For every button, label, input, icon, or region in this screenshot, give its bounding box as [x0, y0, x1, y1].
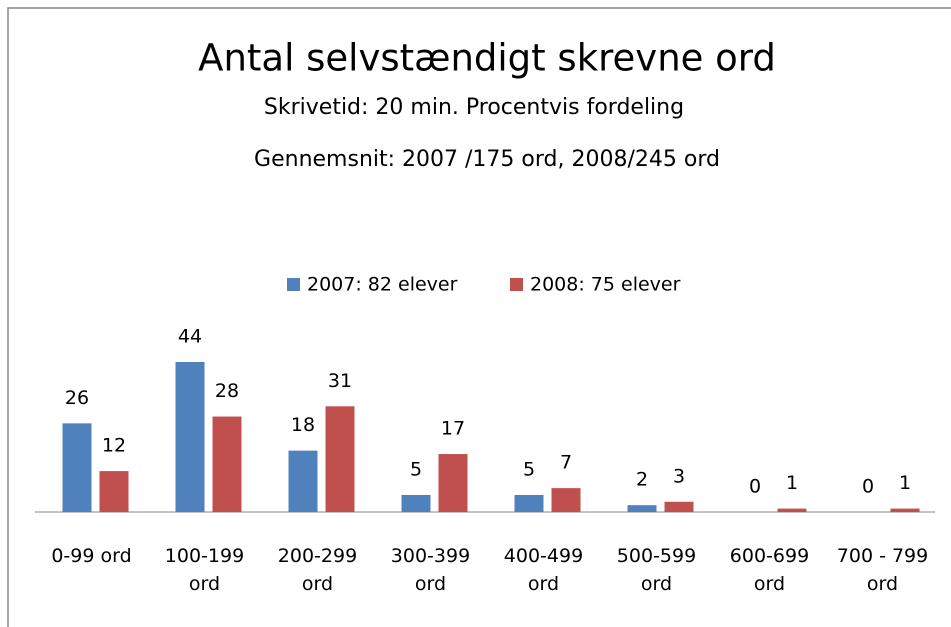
data-label: 31 [328, 370, 352, 392]
x-tick-label: 400-499 ord [503, 545, 584, 595]
bar [514, 494, 544, 512]
x-tick-label: 700 - 799 ord [836, 545, 929, 595]
data-label: 18 [291, 414, 315, 436]
x-tick-label: 500-599 ord [616, 545, 697, 595]
data-label: 26 [65, 387, 89, 409]
x-tick-label: 200-299 ord [277, 545, 358, 595]
data-label: 0 [862, 476, 874, 498]
data-label: 0 [749, 476, 761, 498]
data-label: 28 [215, 380, 239, 402]
x-tick-label: 600-699 ord [729, 545, 810, 595]
chart-frame [7, 7, 951, 627]
x-tick-label: 100-199 ord [164, 545, 245, 595]
chart-title: Antal selvstændigt skrevne ord [198, 37, 776, 80]
x-tick-label: 0-99 ord [51, 545, 132, 567]
bar [288, 450, 318, 512]
data-label: 44 [178, 326, 202, 348]
data-label: 1 [786, 472, 798, 494]
bar [777, 508, 807, 512]
bar [99, 471, 129, 512]
data-label: 17 [441, 418, 465, 440]
data-label: 5 [410, 458, 422, 480]
bar [401, 494, 431, 512]
bar [175, 362, 205, 512]
data-label: 12 [102, 435, 126, 457]
bar [438, 454, 468, 512]
legend-label: 2008: 75 elever [530, 274, 681, 296]
legend-swatch [510, 278, 523, 291]
bar [62, 423, 92, 512]
data-label: 2 [636, 469, 648, 491]
bar [890, 508, 920, 512]
legend-label: 2007: 82 elever [307, 274, 458, 296]
bar [664, 501, 694, 512]
chart-subtitle: Gennemsnit: 2007 /175 ord, 2008/245 ord [254, 147, 720, 172]
data-label: 7 [560, 452, 572, 474]
bar [325, 406, 355, 512]
x-tick-label: 300-399 ord [390, 545, 471, 595]
bar [627, 505, 657, 512]
chart-subtitle: Skrivetid: 20 min. Procentvis fordeling [264, 95, 684, 120]
bar [551, 488, 581, 512]
legend-swatch [287, 278, 300, 291]
data-label: 1 [899, 472, 911, 494]
data-label: 3 [673, 465, 685, 487]
data-label: 5 [523, 458, 535, 480]
bar [212, 416, 242, 512]
